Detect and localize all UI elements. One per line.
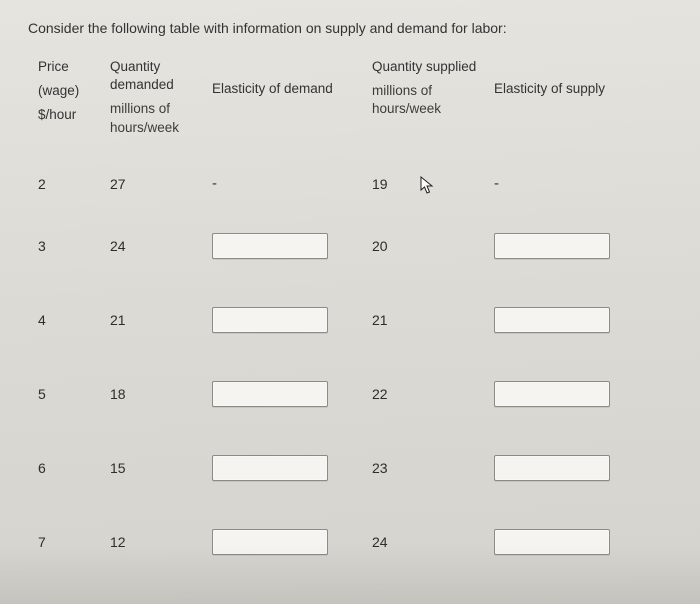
cell-price: 4 [38, 283, 100, 357]
header-elasticity-supply: Elasticity of supply [494, 58, 644, 102]
elasticity-supply-input[interactable] [494, 233, 610, 259]
header-qty-supplied: Quantity supplied millions of hours/week [372, 58, 484, 123]
cell-ed-dash: - [212, 159, 362, 209]
header-elasticity-demand: Elasticity of demand [212, 58, 362, 102]
cell-price: 7 [38, 505, 100, 579]
cell-qs: 23 [372, 431, 484, 505]
elasticity-demand-input[interactable] [212, 307, 328, 333]
cell-qd: 27 [110, 159, 202, 209]
question-prompt: Consider the following table with inform… [28, 20, 682, 36]
table-row: 7 12 24 [38, 505, 682, 579]
table-row: 5 18 22 [38, 357, 682, 431]
elasticity-demand-input[interactable] [212, 233, 328, 259]
elasticity-demand-input[interactable] [212, 381, 328, 407]
cell-qd: 18 [110, 357, 202, 431]
cell-qd: 12 [110, 505, 202, 579]
cell-qs: 22 [372, 357, 484, 431]
cell-qd: 15 [110, 431, 202, 505]
table-row: 3 24 20 [38, 209, 682, 283]
elasticity-supply-input[interactable] [494, 381, 610, 407]
table-row: 2 27 - 19 - [38, 159, 682, 209]
cell-price: 5 [38, 357, 100, 431]
cell-price: 2 [38, 159, 100, 209]
header-qty-demanded: Quantity demanded millions of hours/week [110, 58, 202, 141]
question-page: Consider the following table with inform… [0, 0, 700, 604]
cell-qs: 24 [372, 505, 484, 579]
cell-qs: 19 [372, 159, 484, 209]
table-header: Price (wage) $/hour Quantity demanded mi… [38, 58, 682, 141]
cell-qs: 20 [372, 209, 484, 283]
elasticity-supply-input[interactable] [494, 455, 610, 481]
cell-qs: 21 [372, 283, 484, 357]
table-row: 6 15 23 [38, 431, 682, 505]
cell-es-dash: - [494, 159, 644, 209]
table-row: 4 21 21 [38, 283, 682, 357]
elasticity-supply-input[interactable] [494, 529, 610, 555]
elasticity-supply-input[interactable] [494, 307, 610, 333]
cell-qd: 24 [110, 209, 202, 283]
cell-price: 6 [38, 431, 100, 505]
cell-qd: 21 [110, 283, 202, 357]
cell-price: 3 [38, 209, 100, 283]
elasticity-demand-input[interactable] [212, 529, 328, 555]
header-price: Price (wage) $/hour [38, 58, 100, 129]
elasticity-demand-input[interactable] [212, 455, 328, 481]
